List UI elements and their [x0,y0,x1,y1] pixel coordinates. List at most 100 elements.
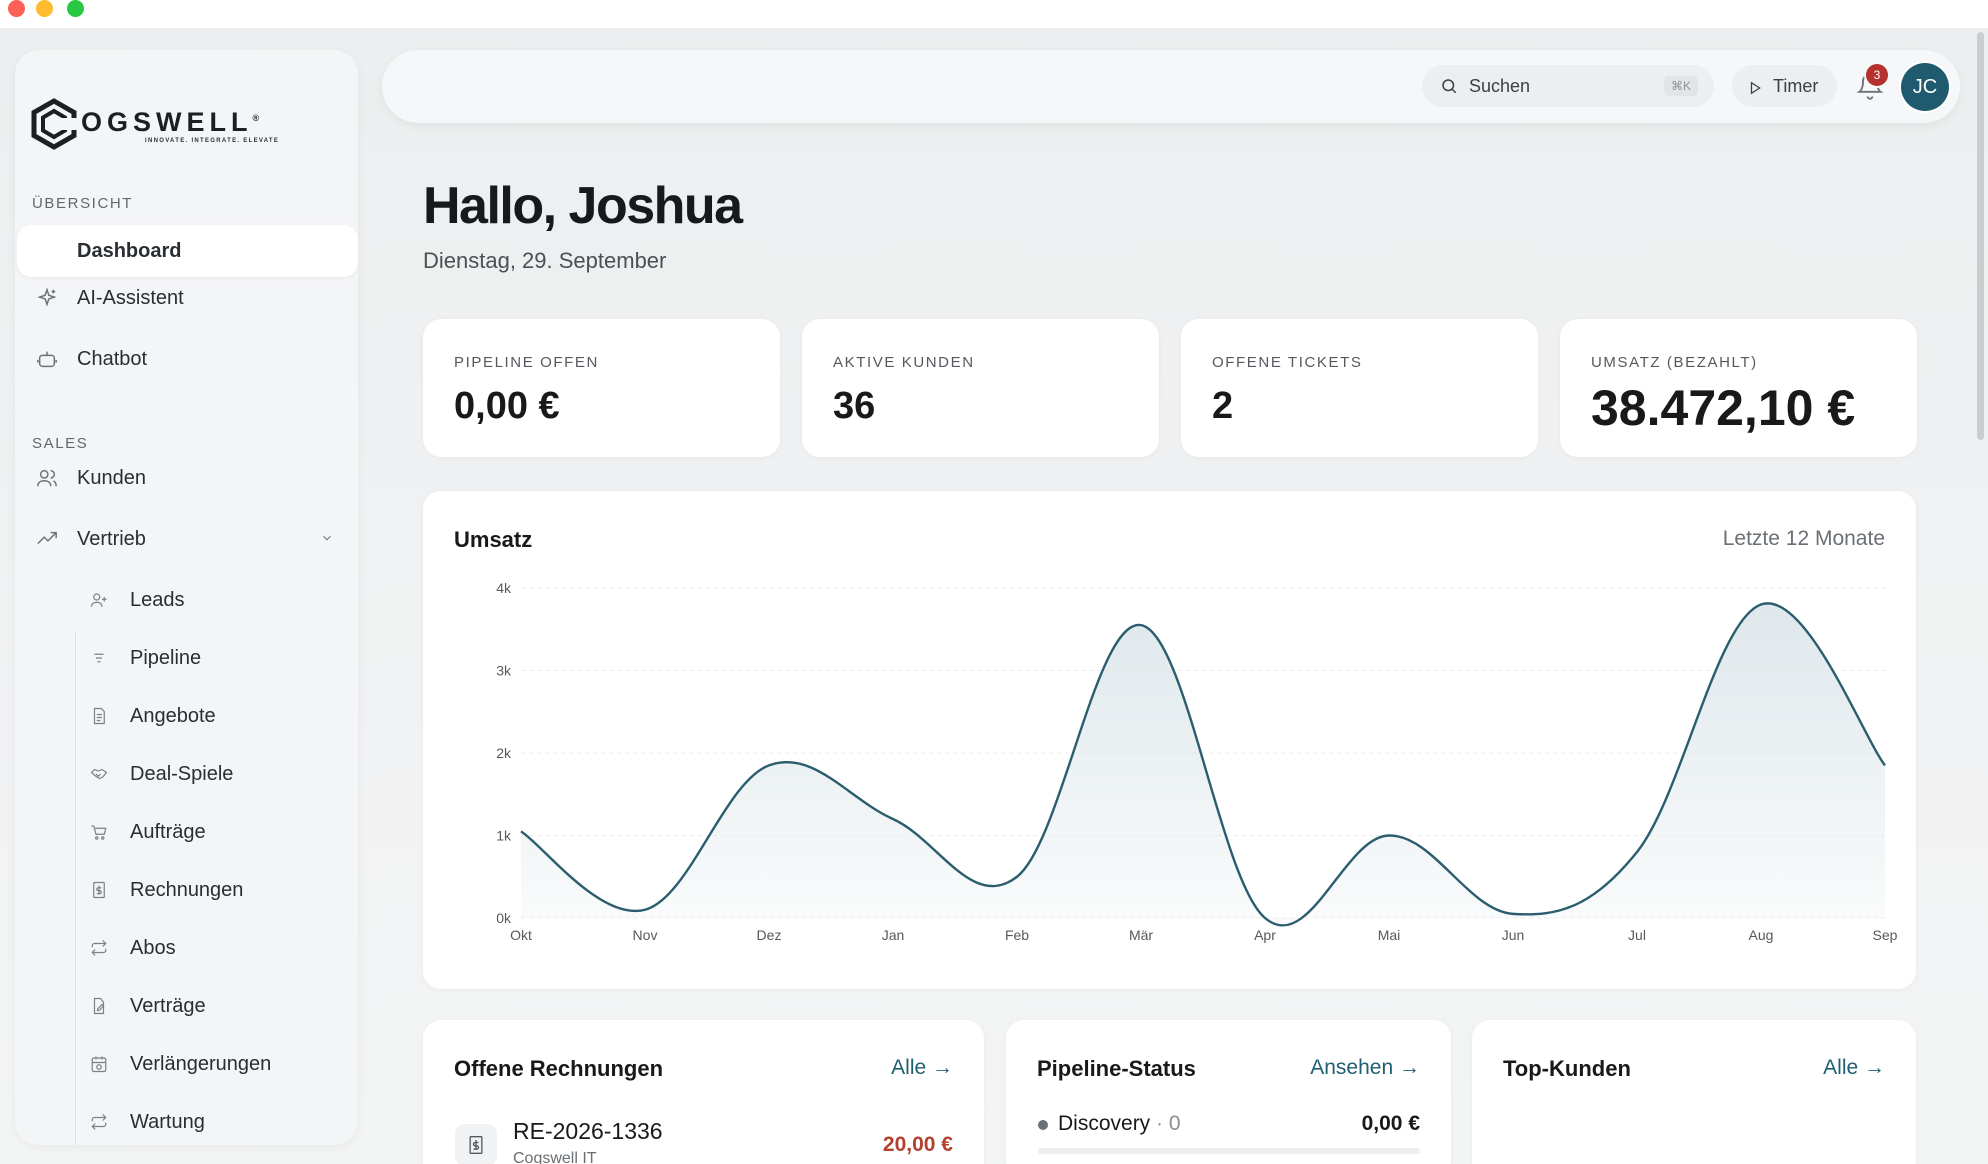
view-all-invoices-link[interactable]: Alle → [891,1056,953,1079]
sparkle-icon [35,286,59,310]
sidebar-item-chatbot[interactable]: Chatbot [15,333,358,385]
y-tick-label: 1k [496,828,512,844]
sidebar-subitem-pipeline[interactable]: Pipeline [15,635,358,681]
sidebar-subitem-rechnungen[interactable]: Rechnungen [15,867,358,913]
title-bar [0,0,1988,28]
chart-range-selector[interactable]: Letzte 12 Monate [1722,527,1885,550]
x-tick-label: Apr [1254,927,1276,943]
x-tick-label: Jul [1628,927,1646,943]
sidebar-item-label: AI-Assistent [77,286,184,309]
x-tick-label: Dez [757,927,782,943]
sidebar-subitem-leads[interactable]: Leads [15,577,358,623]
invoice-icon [89,880,109,900]
invoice-customer: Cogswell IT [513,1150,597,1164]
brand-logo[interactable]: OGSWELL® INNOVATE. INTEGRATE. ELEVATE [31,98,279,150]
stat-label: UMSATZ (BEZAHLT) [1591,354,1758,371]
stat-value: 2 [1212,385,1234,427]
search-icon [1440,77,1458,100]
cogswell-logo-icon [31,98,77,150]
invoice-id[interactable]: RE-2026-1336 [513,1118,663,1144]
bot-icon [35,347,59,371]
users-icon [35,466,59,490]
card-title: Pipeline-Status [1037,1056,1196,1081]
stage-count: · 0 [1156,1112,1181,1135]
y-tick-label: 2k [496,745,512,761]
view-all-customers-link[interactable]: Alle → [1823,1056,1885,1079]
timer-label: Timer [1773,75,1819,96]
sidebar: OGSWELL® INNOVATE. INTEGRATE. ELEVATE ÜB… [15,50,358,1145]
brand-name: OGSWELL [81,106,253,137]
pipeline-status-card: Pipeline-Status Ansehen → Discovery · 0 … [1006,1020,1451,1164]
sidebar-subitem-verlaengerungen[interactable]: Verlängerungen [15,1041,358,1087]
x-tick-label: Jun [1502,927,1525,943]
chart-title: Umsatz [454,527,533,552]
view-pipeline-link[interactable]: Ansehen → [1310,1056,1420,1079]
close-window-button[interactable] [8,0,25,17]
open-invoices-card: Offene Rechnungen Alle → RE-2026-1336 Co… [423,1020,984,1164]
y-tick-label: 3k [496,663,512,679]
invoice-icon [455,1124,497,1164]
stat-card-customers[interactable]: AKTIVE KUNDEN 36 [802,319,1159,457]
stat-value: 36 [833,385,876,427]
trending-up-icon [35,527,59,551]
repeat-icon [89,938,109,958]
brand-tagline: INNOVATE. INTEGRATE. ELEVATE [145,137,280,144]
sidebar-item-label: Kunden [77,466,146,489]
x-tick-label: Jan [882,927,905,943]
revenue-chart-card: Umsatz Letzte 12 Monate 0k 1k 2k 3k 4k Okt Nov… [423,491,1916,989]
sidebar-subitem-wartung[interactable]: Wartung [15,1099,358,1145]
chevron-down-icon[interactable] [320,528,334,551]
search-placeholder: Suchen [1469,75,1531,96]
sidebar-subitem-label: Pipeline [130,646,202,669]
top-bar: Suchen ⌘K Timer 3 JC [382,50,1960,123]
x-tick-label: Sep [1873,927,1898,943]
x-tick-label: Mai [1378,927,1401,943]
stat-card-pipeline[interactable]: PIPELINE OFFEN 0,00 € [423,319,780,457]
cart-icon [89,822,109,842]
page-date: Dienstag, 29. September [423,248,667,273]
stage-name: Discovery · 0 [1058,1112,1181,1136]
search-shortcut-badge: ⌘K [1663,76,1698,96]
timer-button[interactable]: Timer [1732,65,1837,107]
sidebar-subitem-label: Rechnungen [130,878,244,901]
sidebar-item-dashboard[interactable]: Dashboard [17,225,358,277]
sidebar-item-ai-assistent[interactable]: AI-Assistent [15,272,358,324]
page-scrollbar[interactable] [1977,32,1984,440]
repeat-icon [89,1112,109,1132]
sidebar-subitem-label: Wartung [130,1110,205,1133]
search-input[interactable]: Suchen ⌘K [1422,65,1714,107]
sidebar-subitem-label: Verlängerungen [130,1052,272,1075]
stat-card-revenue[interactable]: UMSATZ (BEZAHLT) 38.472,10 € [1560,319,1917,457]
top-customers-card: Top-Kunden Alle → [1472,1020,1916,1164]
section-title-overview: ÜBERSICHT [32,195,134,212]
sidebar-subitem-label: Leads [130,588,185,611]
sidebar-subitem-label: Deal-Spiele [130,762,234,785]
sidebar-item-label: Dashboard [77,239,182,262]
sidebar-item-kunden[interactable]: Kunden [15,452,358,504]
brand-registered: ® [252,112,260,123]
revenue-chart: 0k 1k 2k 3k 4k Okt Nov Dez Jan Feb Mär Apr Mai Jun Jul… [496,580,1898,943]
stat-value: 0,00 € [454,385,560,427]
sidebar-item-vertrieb[interactable]: Vertrieb [15,513,358,565]
card-title: Top-Kunden [1503,1056,1631,1081]
y-tick-label: 0k [496,910,512,926]
page-title: Hallo, Joshua [423,177,743,235]
play-icon [1748,79,1762,100]
sidebar-subitem-deal-spiele[interactable]: Deal-Spiele [15,751,358,797]
sidebar-item-label: Chatbot [77,347,148,370]
avatar[interactable]: JC [1901,63,1949,111]
contract-icon [89,996,109,1016]
maximize-window-button[interactable] [67,0,84,17]
sidebar-subitem-auftraege[interactable]: Aufträge [15,809,358,855]
sidebar-subitem-label: Aufträge [130,820,206,843]
list-icon [89,648,109,668]
handshake-icon [89,764,109,784]
sidebar-subitem-vertraege[interactable]: Verträge [15,983,358,1029]
stage-label: Discovery [1058,1112,1151,1135]
sidebar-subitem-angebote[interactable]: Angebote [15,693,358,739]
sidebar-subitem-label: Angebote [130,704,216,727]
sidebar-subitem-abos[interactable]: Abos [15,925,358,971]
minimize-window-button[interactable] [36,0,53,17]
stat-card-tickets[interactable]: OFFENE TICKETS 2 [1181,319,1538,457]
section-title-sales: SALES [32,435,89,452]
